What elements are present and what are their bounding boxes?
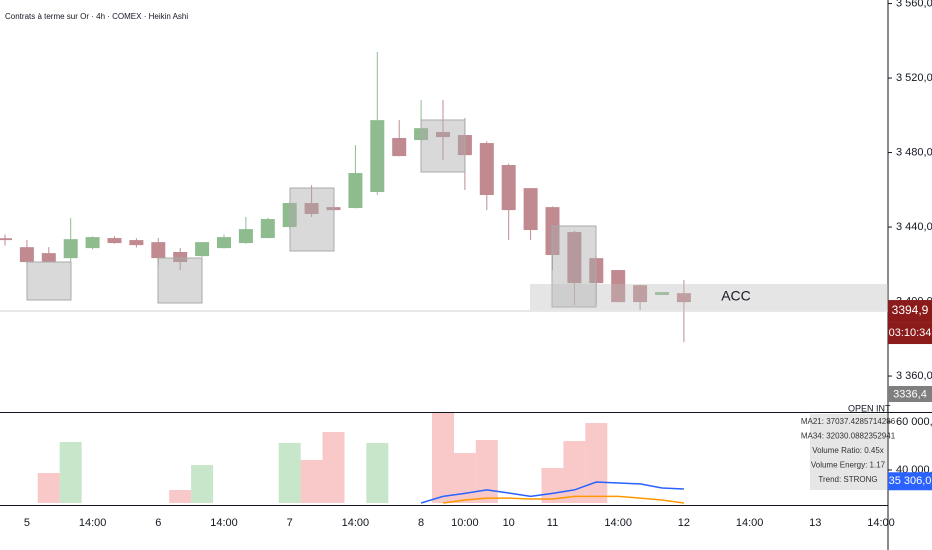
volume-bar <box>366 443 389 503</box>
last-price-label: 3394,9 <box>892 303 929 317</box>
candle-body <box>633 285 648 303</box>
candle-body <box>655 292 669 296</box>
candle-body <box>348 173 363 209</box>
ma-line <box>420 481 684 504</box>
candle-body <box>304 203 319 215</box>
volume-bar <box>563 441 586 503</box>
volume-bar <box>453 453 476 503</box>
candle-body <box>436 132 450 138</box>
x-tick-label: 12 <box>678 517 690 529</box>
candle-body <box>217 237 231 249</box>
candle-body <box>107 238 122 244</box>
candle-body <box>676 293 691 303</box>
x-tick-label: 6 <box>155 517 161 529</box>
last-price-box <box>888 300 932 323</box>
candle-body <box>195 242 210 257</box>
candle-body <box>392 138 407 157</box>
y-tick-label: 3 520,0 <box>896 72 932 84</box>
acc-zone <box>530 284 888 310</box>
candle-body <box>41 253 56 263</box>
last-value-box <box>888 472 932 491</box>
badge: 3336,4 <box>893 388 927 400</box>
x-tick-label: 11 <box>547 517 558 529</box>
x-tick-label: 10:00 <box>451 517 479 529</box>
chart-title: Contrats à terme sur Or · 4h · COMEX · H… <box>5 12 188 21</box>
volume-bar <box>585 423 608 503</box>
candle-body <box>0 238 12 241</box>
last-value-label: 35 306,0 <box>889 475 932 487</box>
badge-box <box>888 386 932 402</box>
acc-label: ACC <box>721 288 751 304</box>
volume-bar <box>37 473 60 503</box>
x-tick-label: 14:00 <box>342 517 370 529</box>
candle-body <box>567 232 582 284</box>
candle-body <box>260 219 275 239</box>
volume-bar <box>191 465 214 503</box>
highlight-box <box>420 119 466 173</box>
highlight-box <box>157 257 203 304</box>
ma-line <box>442 495 685 504</box>
x-tick-label: 14:00 <box>210 517 238 529</box>
highlight-box <box>26 261 72 301</box>
overlay-label: OPEN INT <box>848 403 891 413</box>
info-line: Volume Ratio: 0.45x <box>812 446 884 455</box>
countdown: 03:10:34 <box>889 327 932 339</box>
x-tick-label: 14:00 <box>79 517 107 529</box>
countdown-box <box>888 322 932 345</box>
candle-body <box>501 165 516 211</box>
y-tick-label: 3 560,0 <box>896 0 932 9</box>
candle-body <box>238 229 253 244</box>
info-line: Trend: STRONG <box>818 475 877 484</box>
volume-bar <box>322 432 345 503</box>
volume-bar <box>278 443 301 503</box>
candle-body <box>19 247 34 263</box>
highlight-box <box>289 187 335 252</box>
volume-bars <box>37 413 685 504</box>
volume-bar <box>475 440 498 503</box>
volume-bar <box>432 413 454 503</box>
info-line: Volume Energy: 1.17 <box>811 461 886 470</box>
volume-bar <box>59 441 82 503</box>
candle-body <box>611 270 626 303</box>
x-tick-label: 14:00 <box>867 517 895 529</box>
candle-body <box>479 143 494 196</box>
y-tick-label: 3 480,0 <box>896 146 932 158</box>
candle-body <box>129 240 144 246</box>
info-line: MA21: 37037.4285714286 <box>801 417 896 426</box>
y-tick-label: 3 360,0 <box>896 370 932 382</box>
highlight-box <box>551 225 597 308</box>
x-tick-label: 7 <box>287 517 293 529</box>
x-tick-label: 10 <box>503 517 515 529</box>
candle-body <box>63 239 78 259</box>
candle-body <box>370 120 385 193</box>
y-tick-label: 60 000,0 <box>896 416 932 428</box>
volume-bar <box>169 489 192 503</box>
candle-body <box>85 237 100 249</box>
info-line: MA34: 32030.0882352941 <box>801 432 896 441</box>
x-tick-label: 13 <box>809 517 821 529</box>
x-tick-label: 5 <box>24 517 30 529</box>
x-tick-label: 14:00 <box>604 517 632 529</box>
y-tick-label: 3 440,0 <box>896 221 932 233</box>
candle-body <box>173 252 188 263</box>
candle-body <box>151 242 166 259</box>
x-tick-label: 8 <box>418 517 424 529</box>
volume-bar <box>300 459 323 503</box>
x-tick-label: 14:00 <box>736 517 764 529</box>
info-box <box>810 414 887 490</box>
candle-body <box>523 188 538 231</box>
